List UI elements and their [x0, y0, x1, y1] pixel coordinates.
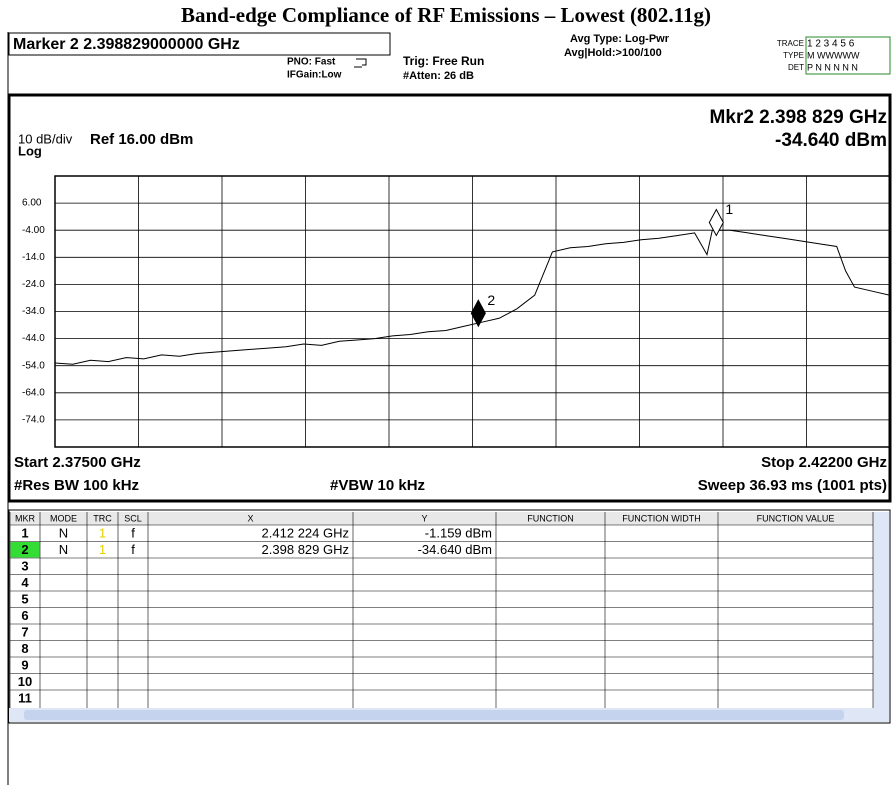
marker	[708, 208, 724, 237]
log: Log	[18, 143, 42, 158]
y-tick-label: -24.0	[22, 279, 45, 290]
table-cell: 1	[21, 526, 28, 541]
table-cell: 4	[21, 575, 29, 590]
trig: Trig: Free Run	[403, 54, 484, 68]
y-tick-label: -4.00	[22, 225, 45, 236]
scale: 10 dB/div	[18, 131, 73, 146]
table-cell: f	[131, 542, 135, 557]
atten: #Atten: 26 dB	[403, 70, 474, 82]
table-cell: 1	[99, 542, 106, 557]
selected-cell	[10, 542, 40, 558]
ifgain: IFGain:Low	[287, 70, 342, 81]
table-header: FUNCTION VALUE	[757, 513, 835, 523]
marker-label: 1	[725, 201, 733, 217]
y-tick-label: -74.0	[22, 415, 45, 426]
table-cell: 11	[18, 691, 32, 706]
marker-box	[8, 32, 391, 56]
marker-text: Marker 2 2.398829000000 GHz	[13, 36, 240, 53]
start: Start 2.37500 GHz	[14, 454, 141, 471]
rbw: #Res BW 100 kHz	[14, 477, 139, 494]
table-header: SCL	[124, 513, 142, 523]
trace-label: TRACE	[777, 39, 804, 48]
table-cell: 5	[21, 592, 28, 607]
table-header: Y	[421, 513, 427, 523]
h-thumb[interactable]	[24, 710, 844, 720]
table-panel	[8, 509, 891, 724]
table-cell: 6	[21, 608, 28, 623]
table-cell: f	[131, 526, 135, 541]
table-cell: 10	[18, 674, 32, 689]
table-header: FUNCTION	[527, 513, 574, 523]
sweep: Sweep 36.93 ms (1001 pts)	[698, 477, 887, 494]
trace-nums: 1 2 3 4 5 6	[807, 39, 855, 50]
table-cell: 7	[21, 625, 28, 640]
avg-hold: Avg|Hold:>100/100	[564, 47, 662, 59]
table-header: FUNCTION WIDTH	[622, 513, 701, 523]
det-label: DET	[788, 63, 804, 72]
table-cell: 1	[99, 526, 106, 541]
table-header-bg	[10, 512, 873, 525]
table-cell: N	[59, 526, 68, 541]
y-tick-label: -64.0	[22, 387, 45, 398]
icon	[354, 58, 367, 68]
y-tick-label: -44.0	[22, 333, 45, 344]
table-header: MODE	[50, 513, 77, 523]
table-cell: 2	[21, 542, 28, 557]
marker-label: 2	[487, 292, 495, 308]
pno: PNO: Fast	[287, 57, 336, 68]
table-cell: 2.398 829 GHz	[262, 542, 349, 557]
y-tick-label: -54.0	[22, 360, 45, 371]
y-tick-label: -34.0	[22, 306, 45, 317]
mkr-readout: Mkr2 2.398 829 GHz	[710, 107, 887, 128]
table-header: MKR	[15, 513, 36, 523]
ref: Ref 16.00 dBm	[90, 131, 193, 148]
type-vals: M WWWWW	[807, 50, 860, 60]
page-title: Band-edge Compliance of RF Emissions – L…	[181, 3, 711, 27]
table-cell: 8	[21, 641, 28, 656]
trace-box	[805, 36, 891, 75]
plot-panel	[7, 93, 892, 503]
table-cell: -34.640 dBm	[418, 542, 492, 557]
table-cell: 3	[21, 559, 28, 574]
type-label: TYPE	[783, 51, 804, 60]
stop: Stop 2.42200 GHz	[761, 454, 887, 471]
table-cell: 2.412 224 GHz	[262, 526, 349, 541]
mkr-value: -34.640 dBm	[775, 130, 887, 151]
marker	[470, 299, 486, 328]
table-header: TRC	[93, 513, 112, 523]
vbw: #VBW 10 kHz	[330, 477, 425, 494]
v-scrollbar[interactable]	[873, 512, 889, 708]
trace	[54, 229, 891, 365]
table-cell: -1.159 dBm	[425, 526, 492, 541]
det-vals: P N N N N N	[807, 62, 858, 72]
avg-type: Avg Type: Log-Pwr	[570, 33, 670, 45]
table-header: X	[247, 513, 253, 523]
table-cell: N	[59, 542, 68, 557]
y-tick-label: -14.0	[22, 252, 45, 263]
y-tick-label: 6.00	[22, 198, 42, 209]
table-cell: 9	[21, 658, 28, 673]
